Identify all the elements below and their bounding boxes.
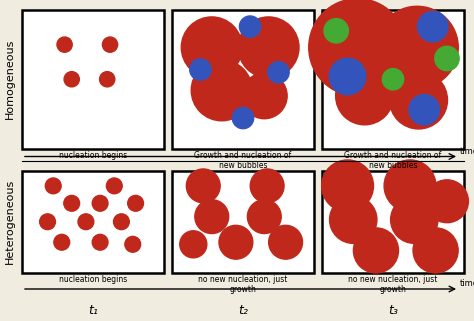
Circle shape — [190, 59, 211, 80]
Circle shape — [54, 234, 70, 250]
Circle shape — [247, 200, 281, 234]
Circle shape — [435, 46, 459, 71]
Circle shape — [219, 225, 253, 259]
Text: Growth and nucleation of
new bubbles: Growth and nucleation of new bubbles — [194, 151, 292, 170]
Circle shape — [113, 214, 129, 230]
Circle shape — [125, 236, 141, 252]
Circle shape — [391, 196, 438, 243]
Circle shape — [322, 160, 374, 212]
Circle shape — [329, 196, 377, 243]
Circle shape — [324, 19, 348, 43]
Circle shape — [181, 17, 242, 78]
Circle shape — [376, 6, 458, 89]
Circle shape — [92, 195, 108, 211]
Text: t₃: t₃ — [388, 304, 398, 317]
Bar — [172, 10, 314, 149]
Text: Homogeneous: Homogeneous — [5, 39, 15, 119]
Circle shape — [268, 62, 289, 83]
Text: t₂: t₂ — [238, 304, 248, 317]
Text: time: time — [460, 279, 474, 288]
Circle shape — [250, 169, 284, 203]
Circle shape — [100, 72, 115, 87]
Text: Heterogeneous: Heterogeneous — [5, 179, 15, 265]
Circle shape — [102, 37, 118, 52]
Circle shape — [106, 178, 122, 194]
Circle shape — [409, 94, 439, 125]
Bar — [322, 10, 464, 149]
Circle shape — [92, 234, 108, 250]
Text: no new nucleation, just
growth: no new nucleation, just growth — [198, 275, 288, 294]
Text: t₁: t₁ — [88, 304, 98, 317]
Text: nucleation begins: nucleation begins — [59, 275, 127, 284]
Circle shape — [426, 180, 468, 223]
Circle shape — [40, 214, 55, 230]
Circle shape — [390, 71, 447, 129]
Circle shape — [57, 37, 72, 52]
Circle shape — [78, 214, 94, 230]
Bar — [322, 170, 464, 273]
Circle shape — [413, 228, 458, 273]
Circle shape — [241, 73, 287, 119]
Circle shape — [191, 60, 252, 121]
Circle shape — [180, 231, 207, 258]
Circle shape — [309, 0, 406, 96]
Circle shape — [128, 195, 144, 211]
Circle shape — [46, 178, 61, 194]
Circle shape — [195, 200, 228, 234]
Circle shape — [64, 72, 79, 87]
Bar — [172, 170, 314, 273]
Text: time: time — [460, 146, 474, 155]
Circle shape — [64, 195, 80, 211]
Circle shape — [239, 16, 261, 37]
Bar — [22, 170, 164, 273]
Bar — [22, 10, 164, 149]
Circle shape — [186, 169, 220, 203]
Text: nucleation begins: nucleation begins — [59, 151, 127, 160]
Circle shape — [232, 107, 254, 129]
Circle shape — [238, 17, 299, 78]
Circle shape — [384, 160, 436, 212]
Circle shape — [418, 11, 448, 42]
Circle shape — [269, 225, 302, 259]
Circle shape — [329, 58, 366, 95]
Circle shape — [383, 69, 404, 90]
Circle shape — [354, 228, 399, 273]
Circle shape — [336, 67, 393, 125]
Text: no new nucleation, just
growth: no new nucleation, just growth — [348, 275, 438, 294]
Text: Growth and nucleation of
new bubbles: Growth and nucleation of new bubbles — [345, 151, 442, 170]
